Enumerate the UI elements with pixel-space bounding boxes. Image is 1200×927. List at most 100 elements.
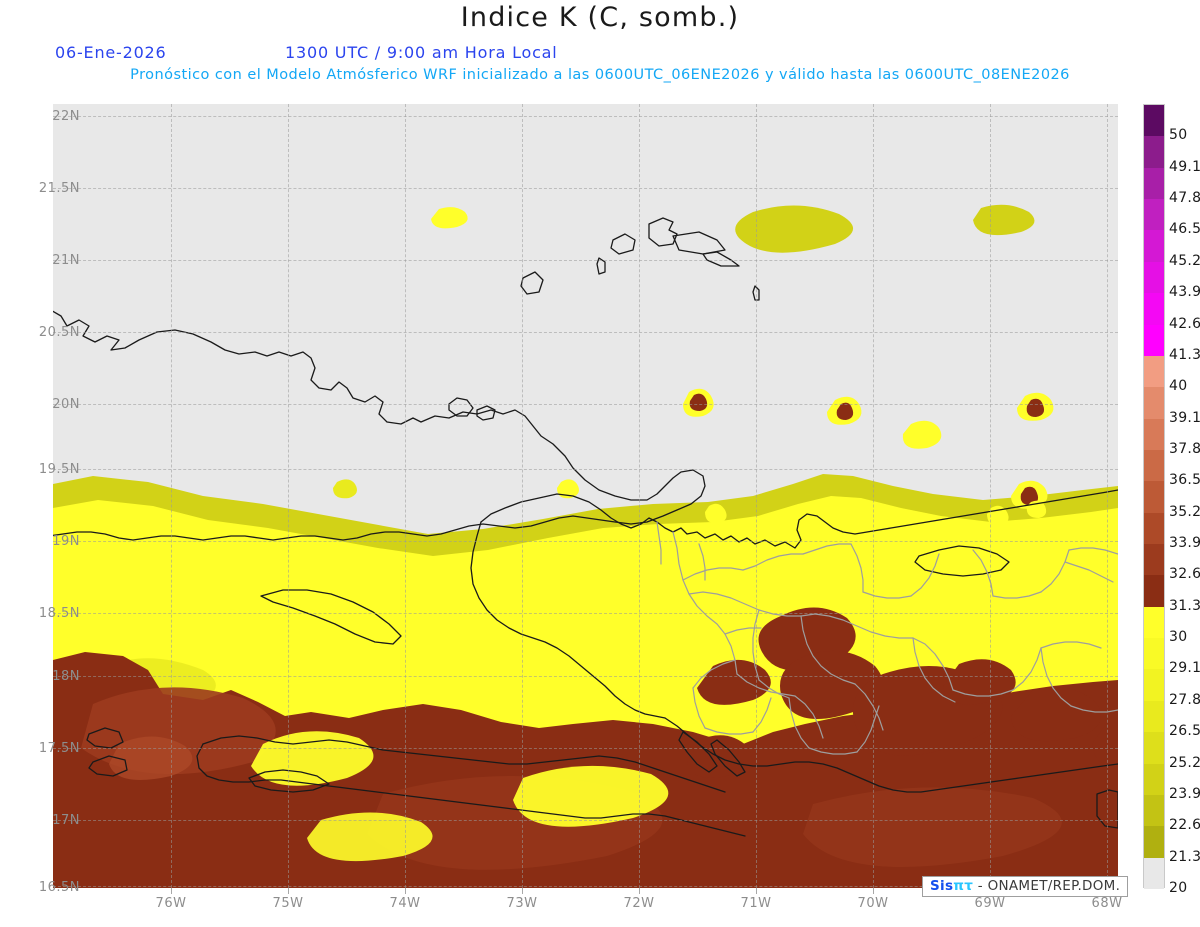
colorbar-tick-22.6: 22.6 bbox=[1169, 817, 1200, 834]
colorbar-tick-26.5: 26.5 bbox=[1169, 723, 1200, 740]
colorbar-tick-23.9: 23.9 bbox=[1169, 785, 1200, 802]
ytick-label-8: 18N bbox=[52, 669, 80, 684]
colorbar-cell-35.2 bbox=[1144, 481, 1164, 513]
colorbar-tick-45.2: 45.2 bbox=[1169, 252, 1200, 269]
colorbar-tick-39.1: 39.1 bbox=[1169, 409, 1200, 426]
colorbar-cell-29.1 bbox=[1144, 638, 1164, 670]
gridline-lat-16.5n bbox=[53, 886, 1118, 887]
colorbar-cell-39.1 bbox=[1144, 387, 1164, 419]
gridline-lon-74w bbox=[405, 104, 406, 888]
colorbar-cell-33.9 bbox=[1144, 512, 1164, 545]
credit-watermark: Sisπτ - ONAMET/REP.DOM. bbox=[922, 876, 1129, 897]
xtick-label-5: 71W bbox=[740, 896, 772, 911]
colorbar-tick-40: 40 bbox=[1169, 378, 1188, 395]
colorbar-tick-32.6: 32.6 bbox=[1169, 566, 1200, 583]
ytick-label-7: 18.5N bbox=[38, 606, 80, 621]
xtick-mark-0 bbox=[171, 888, 172, 894]
colorbar-tick-41.3: 41.3 bbox=[1169, 346, 1200, 363]
colorbar-cell-32.6 bbox=[1144, 544, 1164, 576]
xtick-label-7: 69W bbox=[974, 896, 1006, 911]
ytick-label-1: 21.5N bbox=[38, 181, 80, 196]
gridline-lon-68w bbox=[1107, 104, 1108, 888]
colorbar-tick-47.8: 47.8 bbox=[1169, 190, 1200, 207]
credit-brand-sis: Sis bbox=[930, 878, 954, 894]
xtick-mark-3 bbox=[522, 888, 523, 894]
map-canvas bbox=[53, 104, 1118, 888]
colorbar-tick-46.5: 46.5 bbox=[1169, 221, 1200, 238]
coastline-overlay bbox=[53, 217, 1118, 837]
colorbar-cell-40 bbox=[1144, 355, 1164, 388]
colorbar-cell-49.1 bbox=[1144, 136, 1164, 168]
gridline-lat-20n bbox=[53, 404, 1118, 405]
map-plot-area[interactable] bbox=[53, 104, 1118, 888]
gridline-lon-72w bbox=[639, 104, 640, 888]
ytick-label-9: 17.5N bbox=[38, 741, 80, 756]
colorbar-tick-43.9: 43.9 bbox=[1169, 284, 1200, 301]
credit-separator: - bbox=[973, 878, 988, 894]
gridline-lon-70w bbox=[873, 104, 874, 888]
xtick-label-0: 76W bbox=[155, 896, 187, 911]
colorbar-tick-37.8: 37.8 bbox=[1169, 440, 1200, 457]
colorbar-tick-36.5: 36.5 bbox=[1169, 472, 1200, 489]
gridline-lon-76w bbox=[171, 104, 172, 888]
forecast-time: 1300 UTC / 9:00 am Hora Local bbox=[285, 43, 558, 62]
colorbar-cell-22.6 bbox=[1144, 794, 1164, 827]
colorbar-tick-42.6: 42.6 bbox=[1169, 315, 1200, 332]
xtick-mark-1 bbox=[288, 888, 289, 894]
gridline-lon-71w bbox=[756, 104, 757, 888]
colorbar-tick-33.9: 33.9 bbox=[1169, 535, 1200, 552]
gridline-lat-17.5n bbox=[53, 748, 1118, 749]
xtick-mark-5 bbox=[756, 888, 757, 894]
gridline-lat-22n bbox=[53, 116, 1118, 117]
xtick-label-3: 73W bbox=[506, 896, 538, 911]
colorbar-cell-36.5 bbox=[1144, 449, 1164, 482]
ytick-label-2: 21N bbox=[52, 253, 80, 268]
colorbar-cell-43.9 bbox=[1144, 261, 1164, 294]
colorbar-tick-50: 50 bbox=[1169, 127, 1188, 144]
credit-org: ONAMET/REP.DOM. bbox=[987, 878, 1121, 894]
forecast-date: 06-Ene-2026 bbox=[55, 43, 167, 62]
colorbar-cell-25.2 bbox=[1144, 732, 1164, 764]
gridline-lon-69w bbox=[990, 104, 991, 888]
colorbar-tick-21.3: 21.3 bbox=[1169, 848, 1200, 865]
colorbar-tick-35.2: 35.2 bbox=[1169, 503, 1200, 520]
colorbar-cell-23.9 bbox=[1144, 763, 1164, 795]
xtick-mark-6 bbox=[873, 888, 874, 894]
colorbar-tick-25.2: 25.2 bbox=[1169, 754, 1200, 771]
colorbar-tick-20: 20 bbox=[1169, 880, 1188, 896]
gridline-lat-21n bbox=[53, 260, 1118, 261]
gridline-lat-18.5n bbox=[53, 613, 1118, 614]
ytick-label-0: 22N bbox=[52, 109, 80, 124]
colorbar-tick-31.3: 31.3 bbox=[1169, 597, 1200, 614]
colorbar-cell-26.5 bbox=[1144, 700, 1164, 733]
xtick-mark-2 bbox=[405, 888, 406, 894]
ytick-label-4: 20N bbox=[52, 397, 80, 412]
colorbar-cell-21.3 bbox=[1144, 826, 1164, 858]
gridline-lat-20.5n bbox=[53, 332, 1118, 333]
colorbar-cell-30 bbox=[1144, 606, 1164, 639]
ytick-label-6: 19N bbox=[52, 534, 80, 549]
colorbar-tick-27.8: 27.8 bbox=[1169, 691, 1200, 708]
colorbar-cell-20 bbox=[1144, 857, 1164, 889]
page-title: Indice K (C, somb.) bbox=[460, 2, 740, 33]
gridline-lat-17n bbox=[53, 820, 1118, 821]
credit-brand-pi: πτ bbox=[953, 878, 974, 894]
xtick-label-1: 75W bbox=[272, 896, 304, 911]
gridline-lat-19.5n bbox=[53, 469, 1118, 470]
gridline-lon-73w bbox=[522, 104, 523, 888]
gridline-lon-75w bbox=[288, 104, 289, 888]
colorbar-cell-50 bbox=[1144, 105, 1164, 137]
colorbar-cell-31.3 bbox=[1144, 575, 1164, 607]
forecast-model-note: Pronóstico con el Modelo Atmósferico WRF… bbox=[130, 67, 1070, 83]
header-subtitle-row: 06-Ene-2026 1300 UTC / 9:00 am Hora Loca… bbox=[0, 43, 1200, 65]
xtick-label-6: 70W bbox=[857, 896, 889, 911]
colorbar-cell-47.8 bbox=[1144, 167, 1164, 200]
xtick-mark-4 bbox=[639, 888, 640, 894]
colorbar-tick-29.1: 29.1 bbox=[1169, 660, 1200, 677]
xtick-label-8: 68W bbox=[1091, 896, 1123, 911]
colorbar-legend[interactable] bbox=[1143, 104, 1165, 889]
colorbar-tick-30: 30 bbox=[1169, 629, 1188, 646]
gridline-lat-19n bbox=[53, 541, 1118, 542]
ytick-label-11: 16.5N bbox=[38, 880, 80, 895]
